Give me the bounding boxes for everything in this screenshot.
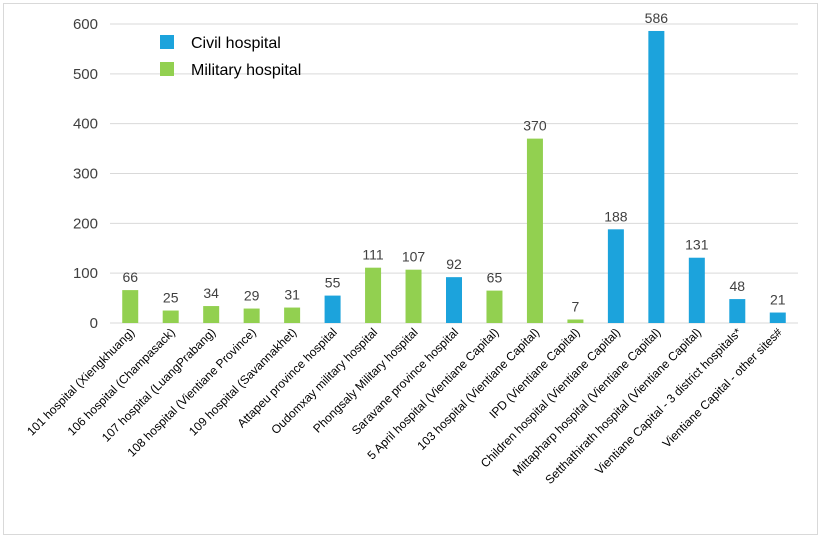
data-label: 111 <box>362 247 383 263</box>
legend-label-civil: Civil hospital <box>191 35 281 52</box>
bar <box>688 257 705 323</box>
data-label: 31 <box>284 287 300 303</box>
data-label: 370 <box>523 118 547 134</box>
legend: Civil hospital Military hospital <box>160 35 301 79</box>
bar <box>607 229 624 323</box>
bar <box>365 267 382 323</box>
bar <box>162 310 179 323</box>
bar <box>486 290 503 323</box>
data-label: 65 <box>487 270 503 286</box>
data-label: 34 <box>203 285 219 301</box>
bars <box>122 30 786 324</box>
data-labels: 66 25 34 29 31 55 111 107 92 65 370 7 188 586 131 48 21 <box>122 10 785 315</box>
data-label: 48 <box>730 278 746 294</box>
y-tick-label: 600 <box>73 16 98 33</box>
y-tick-label: 200 <box>73 215 98 232</box>
data-label: 188 <box>604 208 628 224</box>
bar <box>324 295 341 323</box>
bar <box>122 290 139 323</box>
y-tick-label: 100 <box>73 265 98 282</box>
data-label: 586 <box>645 10 669 26</box>
data-label: 107 <box>402 249 426 265</box>
bar <box>284 307 301 323</box>
data-label: 66 <box>122 269 138 285</box>
data-label: 7 <box>572 299 580 315</box>
data-label: 131 <box>685 237 709 253</box>
bar <box>203 306 220 323</box>
y-tick-label: 500 <box>73 66 98 83</box>
legend-swatch-civil <box>160 35 174 49</box>
bar <box>648 30 665 324</box>
data-label: 21 <box>770 292 786 308</box>
data-label: 92 <box>446 256 462 272</box>
data-label: 29 <box>244 288 260 304</box>
data-label: 25 <box>163 290 179 306</box>
y-tick-label: 300 <box>73 166 98 183</box>
data-label: 55 <box>325 275 341 291</box>
gridlines <box>110 23 798 324</box>
bar <box>729 299 746 323</box>
legend-swatch-military <box>160 62 174 76</box>
x-category-label: Vientiane Capital - 3 district hospitals… <box>592 325 744 477</box>
bar <box>526 138 543 323</box>
y-axis-tick-labels: 0 100 200 300 400 500 600 <box>73 16 98 332</box>
x-category-label: Mittapharp hospital (Vientiane Capital) <box>510 325 664 479</box>
bar <box>446 277 462 323</box>
chart-frame <box>3 3 818 535</box>
bar <box>243 308 260 323</box>
y-tick-label: 0 <box>90 315 98 332</box>
bar <box>405 269 422 323</box>
y-tick-label: 400 <box>73 116 98 133</box>
bar <box>769 312 786 323</box>
legend-label-military: Military hospital <box>191 62 301 79</box>
x-axis-category-labels: 101 hospital (Xiengkhuang)106 hospital (… <box>24 325 785 487</box>
bar <box>567 319 584 323</box>
